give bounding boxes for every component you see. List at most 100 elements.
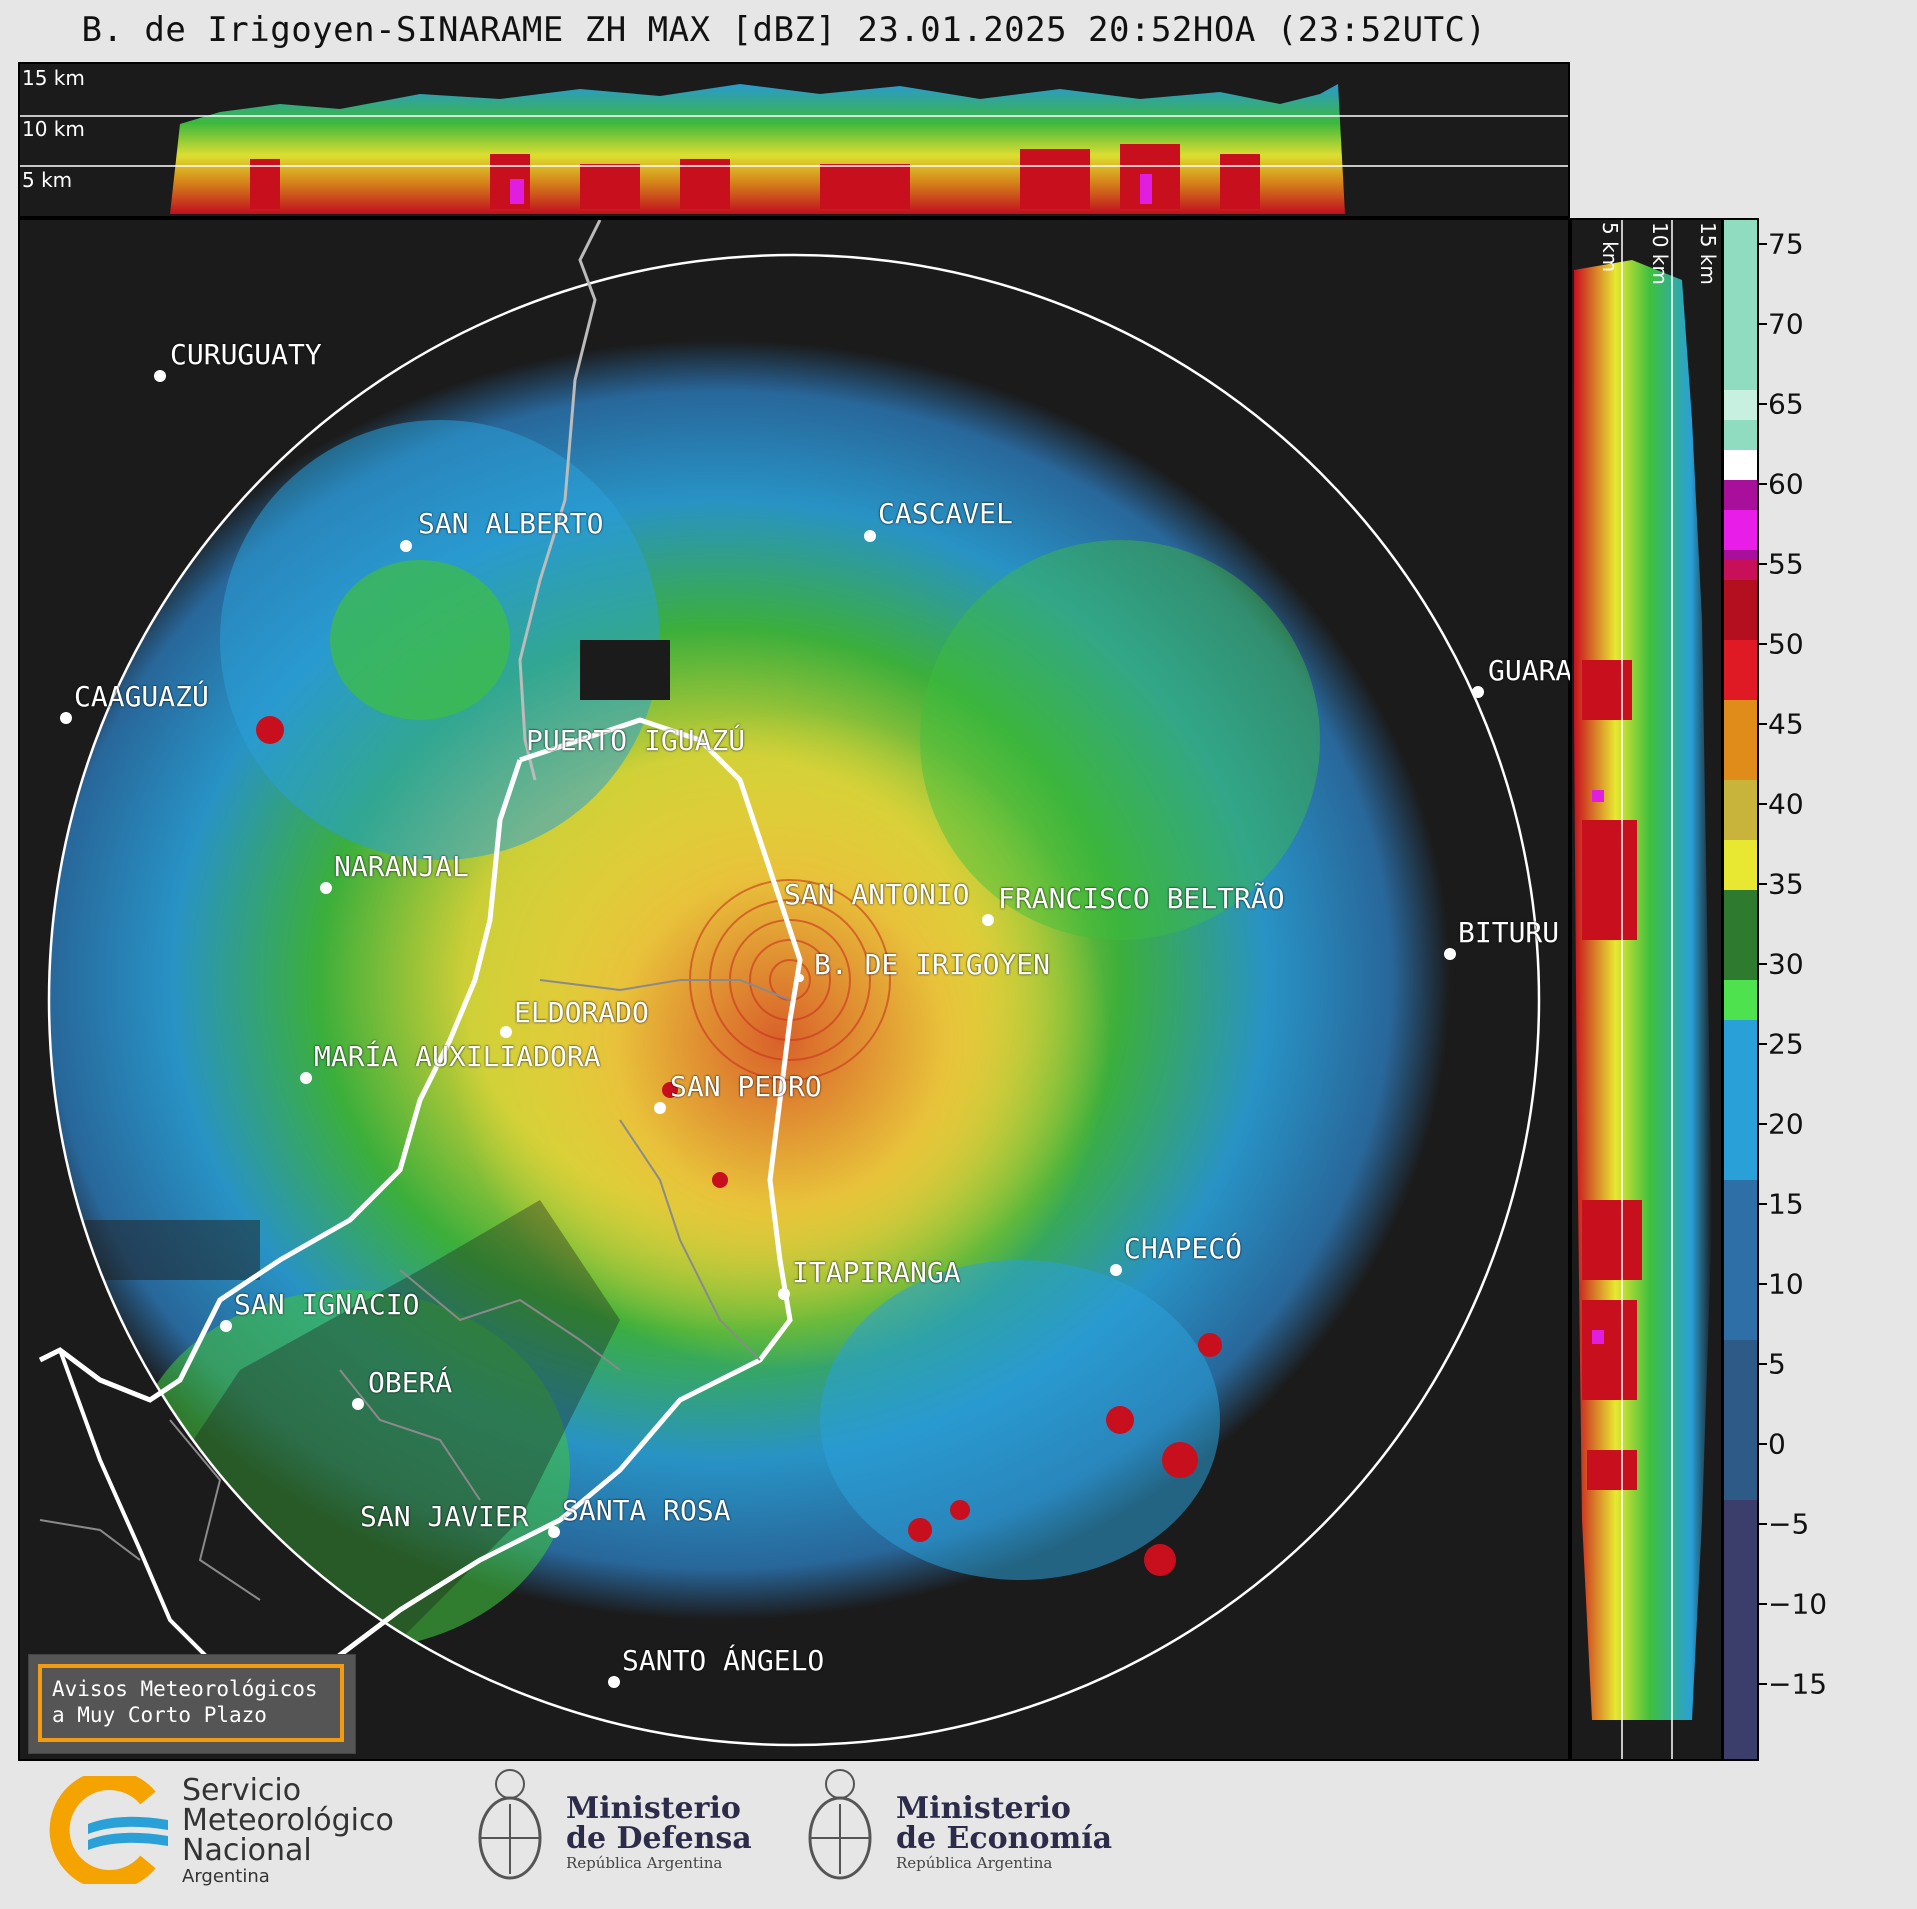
defensa-title-2: de Defensa xyxy=(566,1821,752,1856)
city-label-curuguaty: CURUGUATY xyxy=(170,338,322,371)
colorbar-tick-label: 75 xyxy=(1768,227,1804,261)
radar-map-svg xyxy=(38,219,1541,1747)
colorbar-tickmark xyxy=(1759,1683,1767,1685)
colorbar-tick-label: 70 xyxy=(1768,307,1804,341)
colorbar-tick-label: 20 xyxy=(1768,1107,1804,1141)
smn-logo-text: Servicio Meteorológico Nacional Argentin… xyxy=(182,1776,394,1888)
colorbar-tickmark xyxy=(1759,1283,1767,1285)
city-dot xyxy=(320,882,332,894)
city-label-puerto-iguazu: PUERTO IGUAZÚ xyxy=(526,724,746,757)
colorbar-tickmark xyxy=(1759,563,1767,565)
side-height-label-15km: 15 km xyxy=(1696,222,1720,285)
side-cross-section-svg xyxy=(1574,220,1712,1759)
city-label-maria-auxiliadora: MARÍA AUXILIADORA xyxy=(314,1040,601,1073)
city-label-caaguazu: CAAGUAZÚ xyxy=(74,680,209,713)
colorbar-tick-label: 30 xyxy=(1768,947,1804,981)
coat-of-arms-icon xyxy=(808,1769,872,1880)
coat-of-arms-icon xyxy=(478,1769,542,1880)
colorbar-tick-label: 60 xyxy=(1768,467,1804,501)
colorbar-tick-label: 40 xyxy=(1768,787,1804,821)
city-label-guara: GUARA xyxy=(1488,654,1573,687)
colorbar-tickmark xyxy=(1759,403,1767,405)
side-height-label-5km: 5 km xyxy=(1598,222,1622,273)
city-label-eldorado: ELDORADO xyxy=(514,996,649,1029)
colorbar-tickmark xyxy=(1759,883,1767,885)
colorbar-tick-label: 45 xyxy=(1768,707,1804,741)
smn-line-3: Nacional xyxy=(182,1833,312,1868)
colorbar-tick-label: −15 xyxy=(1768,1667,1828,1701)
top-cross-section-svg xyxy=(20,84,1568,214)
city-label-san-antonio: SAN ANTONIO xyxy=(784,878,970,911)
warning-box-background xyxy=(28,1654,356,1754)
top-height-label-10km: 10 km xyxy=(22,117,85,141)
city-dot xyxy=(548,1526,560,1538)
city-dot xyxy=(352,1398,364,1410)
top-cross-section-panel: 15 km 10 km 5 km xyxy=(18,62,1570,218)
colorbar-tickmark xyxy=(1759,723,1767,725)
colorbar-tick-label: 15 xyxy=(1768,1187,1804,1221)
warning-box[interactable]: Avisos Meteorológicos a Muy Corto Plazo xyxy=(38,1664,344,1742)
city-dot xyxy=(608,1676,620,1688)
smn-logo-icon xyxy=(49,1776,168,1884)
city-label-bituru: BITURU xyxy=(1458,916,1560,949)
city-dot xyxy=(400,540,412,552)
colorbar-tick-label: 65 xyxy=(1768,387,1804,421)
page-title: B. de Irigoyen-SINARAME ZH MAX [dBZ] 23.… xyxy=(81,10,1487,50)
colorbar-tick-label: 0 xyxy=(1768,1427,1786,1461)
colorbar-tickmark xyxy=(1759,243,1767,245)
colorbar-tickmark xyxy=(1759,1523,1767,1525)
city-dot xyxy=(982,914,994,926)
colorbar-tick-label: 35 xyxy=(1768,867,1804,901)
city-dot xyxy=(220,1320,232,1332)
smn-line-1: Servicio xyxy=(182,1773,302,1808)
radar-map-panel xyxy=(18,218,1570,1761)
colorbar xyxy=(1722,218,1759,1761)
colorbar-tickmark xyxy=(1759,323,1767,325)
city-dot xyxy=(654,1102,666,1114)
economia-title-2: de Economía xyxy=(896,1821,1113,1856)
colorbar-tickmark xyxy=(1759,483,1767,485)
radar-center-marker xyxy=(796,974,804,982)
city-dot xyxy=(1444,948,1456,960)
city-dot xyxy=(778,1288,790,1300)
city-label-obera: OBERÁ xyxy=(368,1366,453,1399)
top-height-label-15km: 15 km xyxy=(22,66,85,90)
warning-line-2: a Muy Corto Plazo xyxy=(52,1703,267,1727)
defensa-title-1: Ministerio xyxy=(566,1791,741,1826)
city-label-santa-rosa: SANTA ROSA xyxy=(562,1494,731,1527)
city-label-b-de-irigoyen: B. DE IRIGOYEN xyxy=(814,948,1051,981)
colorbar-svg xyxy=(1724,220,1757,1759)
city-label-san-alberto: SAN ALBERTO xyxy=(418,507,604,540)
colorbar-tickmark xyxy=(1759,1443,1767,1445)
colorbar-tickmark xyxy=(1759,1363,1767,1365)
city-label-itapiranga: ITAPIRANGA xyxy=(792,1256,961,1289)
city-label-francisco-beltrao: FRANCISCO BELTRÃO xyxy=(998,882,1285,915)
top-height-label-5km: 5 km xyxy=(22,168,73,192)
city-dot xyxy=(154,370,166,382)
colorbar-tick-label: 10 xyxy=(1768,1267,1804,1301)
city-dot xyxy=(60,712,72,724)
city-label-cascavel: CASCAVEL xyxy=(878,497,1013,530)
colorbar-tickmark xyxy=(1759,1043,1767,1045)
smn-line-4: Argentina xyxy=(182,1866,270,1887)
colorbar-tickmark xyxy=(1759,803,1767,805)
economia-sub: República Argentina xyxy=(896,1854,1053,1872)
side-cross-section-panel: 5 km 10 km 15 km xyxy=(1570,218,1723,1761)
colorbar-tick-label: −5 xyxy=(1768,1507,1810,1541)
colorbar-tick-label: 5 xyxy=(1768,1347,1786,1381)
colorbar-tickmark xyxy=(1759,963,1767,965)
defensa-sub: República Argentina xyxy=(566,1854,723,1872)
city-dot xyxy=(300,1072,312,1084)
colorbar-tick-label: 55 xyxy=(1768,547,1804,581)
city-label-san-pedro: SAN PEDRO xyxy=(670,1070,822,1103)
city-dot xyxy=(864,530,876,542)
colorbar-tick-label: −10 xyxy=(1768,1587,1828,1621)
defensa-logo-text: Ministerio de Defensa República Argentin… xyxy=(566,1791,752,1873)
colorbar-tickmark xyxy=(1759,643,1767,645)
city-label-santo-angelo: SANTO ÁNGELO xyxy=(622,1644,825,1677)
city-dot xyxy=(1472,686,1484,698)
city-label-san-ignacio: SAN IGNACIO xyxy=(234,1288,420,1321)
colorbar-tick-label: 25 xyxy=(1768,1027,1804,1061)
colorbar-tick-label: 50 xyxy=(1768,627,1804,661)
city-dot xyxy=(1110,1264,1122,1276)
